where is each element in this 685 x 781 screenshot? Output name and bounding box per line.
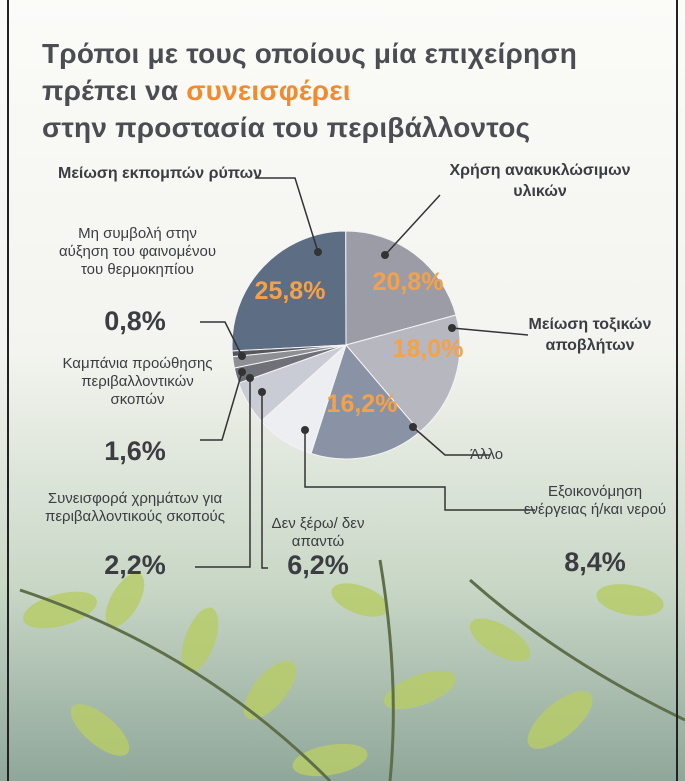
leader-dot — [238, 352, 246, 360]
title: Τρόποι με τους οποίους μία επιχείρηση — [42, 38, 578, 69]
leader-line — [412, 426, 490, 456]
leader-line — [200, 321, 243, 357]
title: πρέπει να συνεισφέρει — [42, 75, 351, 107]
value-label: 18,0% — [392, 335, 464, 363]
leader-line — [451, 327, 529, 336]
category-label: Μη συμβολή στην αύξηση του φαινομένου το… — [58, 225, 217, 278]
leader-line — [384, 194, 441, 256]
leader-dot — [258, 388, 266, 396]
value-label: 2,2% — [104, 550, 166, 580]
title: στην προστασία του περιβάλλοντος — [42, 112, 531, 143]
leader-dot — [448, 324, 456, 332]
category-label: Μείωση εκπομπών ρύπων — [57, 165, 263, 182]
category-label: Χρήση ανακυκλώσιμων υλικών — [449, 162, 631, 200]
title: πρέπει να — [42, 75, 179, 106]
value-label: 6,2% — [287, 550, 349, 580]
value-label: 8,4% — [564, 547, 626, 577]
leader-dot — [409, 423, 417, 431]
category-label: Καμπάνια προώθησης περιβαλλοντικών σκοπώ… — [62, 355, 213, 408]
pie-slice — [310, 343, 421, 460]
pie-slice — [231, 230, 347, 352]
leader-line — [200, 371, 243, 441]
value-label: 0,8% — [104, 306, 166, 336]
title-highlight: συνεισφέρει — [186, 75, 351, 106]
category-label: Συνεισφορά χρημάτων για περιβαλλοντικούς… — [45, 490, 225, 525]
leader-line — [255, 177, 319, 253]
value-label: 25,8% — [254, 277, 326, 305]
pie-slice — [345, 230, 457, 346]
pie-chart — [195, 177, 535, 569]
leader-dot — [238, 368, 246, 376]
leader-dot — [314, 248, 322, 256]
leader-line — [261, 392, 268, 569]
category-label: Δεν ξέρω/ δεν απαντώ — [271, 515, 365, 550]
pie-slice — [231, 344, 347, 358]
category-label: Άλλο — [470, 446, 504, 463]
category-label: Εξοικονόμηση ενέργειας ή/και νερού — [523, 483, 667, 518]
value-label: 20,8% — [372, 268, 444, 296]
leader-dot — [381, 251, 389, 259]
value-label: 1,6% — [104, 436, 166, 466]
pie-slice — [345, 314, 461, 433]
category-label: Μείωση τοξικών αποβλήτων — [528, 316, 652, 354]
leader-dot — [246, 374, 254, 382]
leader-line — [304, 430, 535, 511]
leader-dot — [301, 426, 309, 434]
value-label: 16,2% — [326, 390, 398, 418]
leader-line — [195, 378, 251, 568]
